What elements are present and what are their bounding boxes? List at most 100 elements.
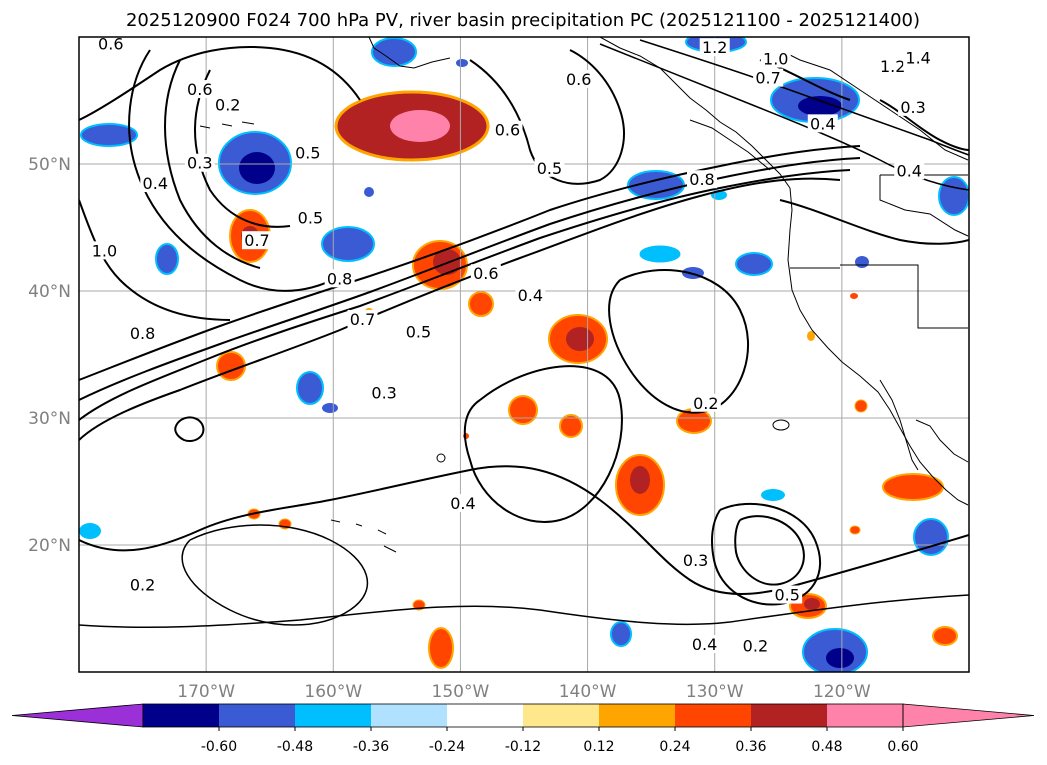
contour-label: 0.8: [689, 170, 714, 189]
contour-label: 0.5: [295, 144, 320, 163]
colorbar-tick-label: -0.36: [353, 739, 389, 755]
contour-label-background: [347, 309, 378, 328]
colorbar-segment: [447, 704, 523, 727]
colorbar-segment: [523, 704, 599, 727]
colorbar-tick-label: 0.60: [887, 739, 918, 755]
colorbar-segment: [219, 704, 295, 727]
colorbar-tick-label: -0.48: [277, 739, 313, 755]
contour-label: 0.7: [755, 69, 780, 88]
longitude-label: 150°W: [432, 682, 490, 702]
colorbar-extend-max: [902, 703, 1035, 728]
contour-label-background: [898, 97, 929, 116]
longitude-label: 160°W: [304, 682, 362, 702]
colorbar-tick-label: 0.12: [583, 739, 614, 755]
contour-label: 0.6: [473, 264, 498, 283]
contour-label-background: [689, 635, 720, 654]
contour-label: 0.4: [897, 161, 922, 180]
contour-label-background: [680, 551, 711, 570]
contour-label: 1.0: [763, 50, 788, 69]
contour-labels: 0.60.60.20.30.40.50.50.71.00.80.80.70.50…: [89, 34, 934, 655]
colorbar-tick-label: -0.24: [429, 739, 465, 755]
contour-label-background: [563, 69, 594, 88]
latitude-labels: 50°N 40°N 30°N 20°N: [28, 155, 71, 556]
contour-label: 0.4: [143, 174, 168, 193]
contour-label-background: [903, 48, 934, 67]
contour-label-background: [127, 323, 158, 342]
contour-label-background: [877, 57, 908, 76]
contour-label-background: [470, 264, 501, 283]
longitude-label: 120°W: [813, 682, 871, 702]
colorbar-tick-label: 0.36: [735, 739, 766, 755]
contour-label-background: [492, 120, 523, 139]
contour-label: 0.5: [406, 323, 431, 342]
contour-label: 0.6: [98, 34, 123, 53]
contour-label: 0.7: [244, 231, 269, 250]
contour-label: 0.8: [327, 269, 352, 288]
coastlines: [199, 37, 969, 553]
contour-label: 1.0: [92, 241, 117, 260]
contour-label-background: [740, 636, 771, 655]
contour-label-background: [324, 269, 355, 288]
contour-label-background: [184, 153, 215, 172]
contour-label-background: [772, 585, 803, 604]
contour-label: 0.3: [900, 98, 925, 117]
contour-label: 0.4: [810, 114, 835, 133]
longitude-label: 170°W: [177, 682, 235, 702]
contour-label: 0.2: [693, 394, 718, 413]
contour-label-background: [292, 143, 323, 162]
map-plot-area[interactable]: 0.60.60.20.30.40.50.50.71.00.80.80.70.50…: [79, 32, 969, 675]
contour-label: 0.4: [450, 494, 475, 513]
colorbar-tick-label: 0.48: [811, 739, 842, 755]
contour-label: 0.2: [215, 95, 240, 114]
contour-label: 1.2: [880, 57, 905, 76]
contour-label: 1.4: [905, 48, 930, 67]
contour-label-background: [807, 114, 838, 133]
graticule: [79, 37, 969, 672]
contour-label: 0.6: [566, 70, 591, 89]
contour-label: 0.4: [692, 635, 717, 654]
contour-label-background: [699, 38, 730, 57]
colorbar-tick-label: -0.12: [505, 739, 541, 755]
contour-label: 0.2: [743, 636, 768, 655]
colorbar-segment: [675, 704, 751, 727]
contour-label-background: [753, 68, 784, 87]
contour-label: 0.5: [298, 208, 323, 227]
map-title: 2025120900 F024 700 hPa PV, river basin …: [126, 10, 920, 31]
colorbar-segment: [751, 704, 827, 727]
contour-label-background: [140, 174, 171, 193]
contour-label: 0.3: [683, 551, 708, 570]
contour-label-background: [534, 158, 565, 177]
colorbar-segment: [599, 704, 675, 727]
longitude-label: 140°W: [559, 682, 617, 702]
colorbar-segment: [827, 704, 903, 727]
contour-label: 0.5: [774, 586, 799, 605]
contour-label-background: [89, 241, 120, 260]
contour-label-background: [760, 49, 791, 68]
contour-label-background: [515, 285, 546, 304]
contour-label: 0.6: [187, 80, 212, 99]
colorbar-tick-label: -0.60: [201, 739, 237, 755]
contour-label: 0.6: [495, 121, 520, 140]
colorbar-extend-min: [11, 703, 144, 728]
contour-label: 0.3: [187, 154, 212, 173]
longitude-label: 130°W: [686, 682, 744, 702]
colorbar-tick-label: 0.24: [659, 739, 690, 755]
contour-label-background: [894, 161, 925, 180]
map-frame: [78, 36, 970, 673]
latitude-label: 20°N: [28, 536, 71, 556]
longitude-labels: 170°W 160°W 150°W 140°W 130°W 120°W: [177, 682, 871, 702]
latitude-label: 50°N: [28, 155, 71, 175]
contour-label-background: [295, 208, 326, 227]
contour-label-background: [184, 80, 215, 99]
contour-label: 0.8: [130, 324, 155, 343]
contour-label-background: [403, 322, 434, 341]
latitude-label: 30°N: [28, 409, 71, 429]
colorbar-segment: [371, 704, 447, 727]
colorbar-segment: [295, 704, 371, 727]
pv-contours: [79, 39, 969, 629]
contour-label: 0.7: [350, 310, 375, 329]
contour-label-background: [690, 393, 721, 412]
contour-label-background: [447, 494, 478, 513]
contour-label: 0.3: [371, 384, 396, 403]
